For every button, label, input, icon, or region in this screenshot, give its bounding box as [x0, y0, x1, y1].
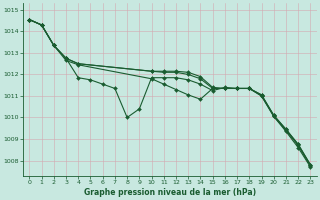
X-axis label: Graphe pression niveau de la mer (hPa): Graphe pression niveau de la mer (hPa)	[84, 188, 256, 197]
